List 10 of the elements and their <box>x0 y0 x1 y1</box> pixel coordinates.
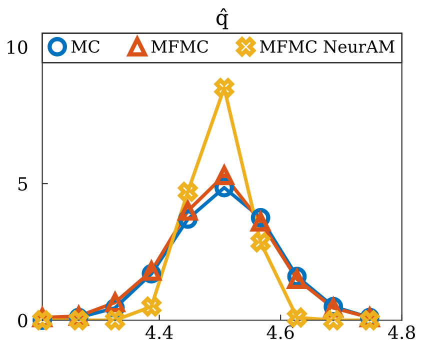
x-tick-label: 4.4 <box>146 325 173 340</box>
chart-title: q̂ <box>216 8 228 30</box>
legend-label: MFMC <box>151 40 208 53</box>
y-tick-label: 0 <box>18 314 28 328</box>
legend-label: MFMC NeurAM <box>260 40 394 53</box>
legend-label: MC <box>71 40 100 53</box>
x-tick-label: 4.8 <box>388 325 415 340</box>
y-tick-label: 5 <box>18 177 28 191</box>
y-tick-label: 10 <box>8 40 28 54</box>
x-tick-label: 4.6 <box>266 325 294 340</box>
